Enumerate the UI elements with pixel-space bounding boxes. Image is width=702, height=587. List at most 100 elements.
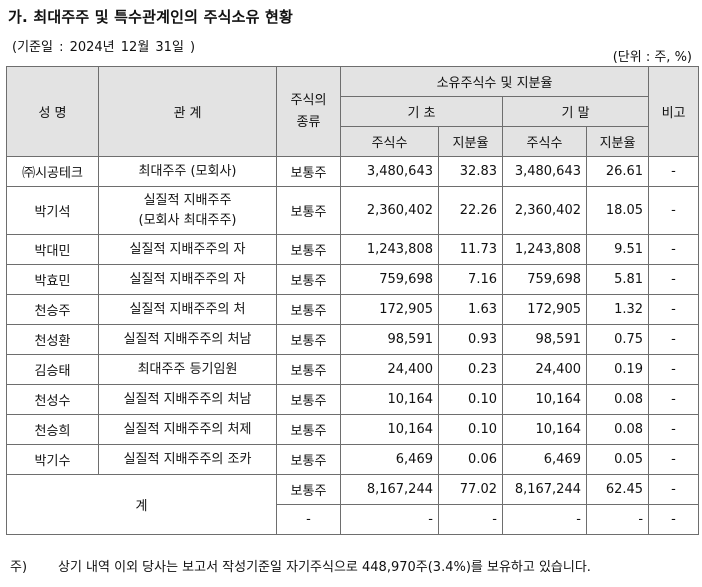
table-row: 박대민 실질적 지배주주의 자 보통주 1,243,808 11.73 1,243,808… [6,234,700,265]
cell-end-shares: 1,243,808 [502,234,587,265]
footnote-mark: 주) [10,560,28,575]
cell-relation: 실질적 지배주주의 조카 [98,444,277,475]
total-end-shares: 8,167,244 [502,474,587,505]
cell-remarks: - [648,354,700,385]
table-row: 천성수 실질적 지배주주의 처남 보통주 10,164 0.10 10,164 0.08- [6,384,700,415]
cell-begin-shares: 1,243,808 [340,234,439,265]
cell-begin-shares: 3,480,643 [340,156,439,187]
cell-remarks: - [648,156,700,187]
cell-remarks: - [648,186,700,235]
table-header: 성 명 관 계 주식의 종류 소유주식수 및 지분율 비고 기 초 기 말 주식… [6,66,700,157]
cell-end-shares: 10,164 [502,384,587,415]
cell-stock-type: 보통주 [276,156,341,187]
table-row: 박기수 실질적 지배주주의 조카 보통주 6,469 0.06 6,469 0.05- [6,444,700,475]
header-ending: 기 말 [501,96,650,127]
cell-relation: 실질적 지배주주의 처남 [98,384,277,415]
cell-end-ratio: 0.08 [585,384,650,415]
total-end-ratio-other: - [585,504,650,535]
cell-name: 박효민 [6,264,99,295]
cell-end-shares: 759,698 [502,264,587,295]
header-beginning: 기 초 [340,96,503,127]
cell-remarks: - [648,384,700,415]
cell-end-shares: 3,480,643 [502,156,587,187]
header-ownership: 소유주식수 및 지분율 [339,66,650,97]
cell-stock-type: 보통주 [276,384,341,415]
cell-stock-type: 보통주 [276,294,341,325]
cell-name: 천승희 [6,414,99,445]
total-remarks-other: - [648,504,700,535]
table-row: 김승태 최대주주 등기임원 보통주 24,400 0.23 24,400 0.19- [6,354,700,385]
cell-relation: 최대주주 등기임원 [98,354,277,385]
cell-name: 천승주 [6,294,99,325]
cell-relation: 실질적 지배주주의 자 [98,234,277,265]
cell-relation: 실질적 지배주주의 처 [98,294,277,325]
cell-name: 박대민 [6,234,99,265]
cell-end-ratio: 0.05 [585,444,650,475]
cell-end-shares: 10,164 [502,414,587,445]
table-row: 박효민 실질적 지배주주의 자 보통주 759,698 7.16 759,698 5.81- [6,264,700,295]
total-begin-ratio: 77.02 [438,474,503,505]
cell-relation: 실질적 지배주주의 처남 [98,324,277,355]
cell-relation: 최대주주 (모회사) [98,156,277,187]
table-body: ㈜시공테크 최대주주 (모회사) 보통주 3,480,643 32.83 3,480,64… [6,156,700,475]
cell-begin-ratio: 7.16 [438,264,503,295]
cell-begin-ratio: 0.10 [438,414,503,445]
total-type: 보통주 [276,474,341,505]
cell-relation: 실질적 지배주주의 자 [98,264,277,295]
total-end-ratio: 62.45 [585,474,650,505]
cell-name: 박기수 [6,444,99,475]
cell-name: 천성수 [6,384,99,415]
cell-end-shares: 172,905 [502,294,587,325]
cell-remarks: - [648,444,700,475]
table-row: 천승주 실질적 지배주주의 처 보통주 172,905 1.63 172,905 1.32- [6,294,700,325]
cell-stock-type: 보통주 [276,264,341,295]
total-section: 계 보통주 8,167,244 77.02 8,167,244 62.45 - … [6,474,700,535]
cell-begin-shares: 10,164 [340,414,439,445]
cell-begin-shares: 10,164 [340,384,439,415]
total-end-shares-other: - [502,504,587,535]
cell-end-ratio: 18.05 [585,186,650,235]
cell-name: 천성환 [6,324,99,355]
total-row-other: - - - - - - [7,504,700,535]
cell-end-ratio: 0.75 [585,324,650,355]
cell-end-ratio: 1.32 [585,294,650,325]
table-row: ㈜시공테크 최대주주 (모회사) 보통주 3,480,643 32.83 3,480,64… [6,156,700,187]
table-row: 천성환 실질적 지배주주의 처남 보통주 98,591 0.93 98,591 0.75- [6,324,700,355]
header-remarks: 비고 [648,66,700,157]
cell-begin-ratio: 22.26 [438,186,503,235]
cell-name: 박기석 [6,186,99,235]
header-begin-shares: 주식수 [340,126,439,157]
cell-begin-ratio: 0.10 [438,384,503,415]
cell-begin-ratio: 0.06 [438,444,503,475]
footnote-text: 상기 내역 이외 당사는 보고서 작성기준일 자기주식으로 448,970주(3… [58,560,591,575]
shareholding-table: 성 명 관 계 주식의 종류 소유주식수 및 지분율 비고 기 초 기 말 주식… [6,66,700,535]
cell-remarks: - [648,234,700,265]
cell-remarks: - [648,414,700,445]
cell-relation: 실질적 지배주주 (모회사 최대주주) [98,186,277,235]
cell-stock-type: 보통주 [276,324,341,355]
cell-end-ratio: 0.19 [585,354,650,385]
cell-end-shares: 6,469 [502,444,587,475]
cell-begin-ratio: 1.63 [438,294,503,325]
cell-name: 김승태 [6,354,99,385]
cell-end-shares: 24,400 [502,354,587,385]
cell-begin-shares: 759,698 [340,264,439,295]
cell-begin-ratio: 32.83 [438,156,503,187]
cell-stock-type: 보통주 [276,186,341,235]
table-row: 박기석 실질적 지배주주 (모회사 최대주주) 보통주 2,360,402 22.26 2… [6,186,700,235]
cell-end-shares: 98,591 [502,324,587,355]
cell-end-ratio: 9.51 [585,234,650,265]
total-type-other: - [276,504,341,535]
cell-begin-shares: 98,591 [340,324,439,355]
cell-end-ratio: 26.61 [585,156,650,187]
cell-stock-type: 보통주 [276,354,341,385]
header-relation: 관 계 [98,66,277,157]
section-title: 가. 최대주주 및 특수관계인의 주식소유 현황 [8,8,294,26]
total-label: 계 [6,474,277,535]
cell-relation: 실질적 지배주주의 처제 [98,414,277,445]
header-stock-type-label: 주식의 종류 [290,92,327,130]
cell-end-shares: 2,360,402 [502,186,587,235]
cell-stock-type: 보통주 [276,234,341,265]
cell-end-ratio: 5.81 [585,264,650,295]
cell-remarks: - [648,294,700,325]
